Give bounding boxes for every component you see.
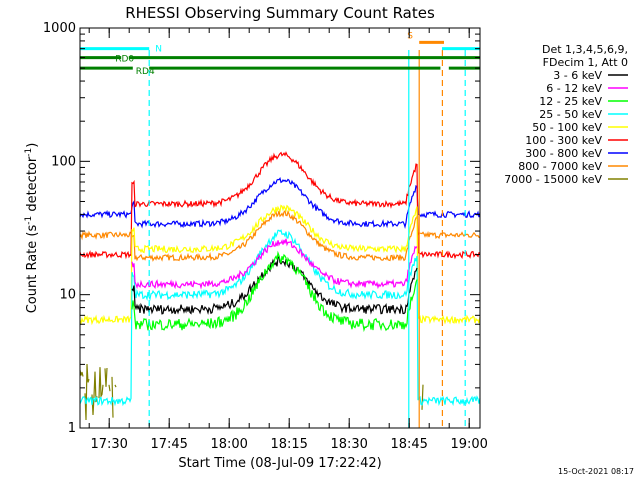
x-tick-label: 18:45	[390, 437, 427, 452]
flag-label-rd4: RD4	[136, 67, 155, 77]
x-tick-label: 17:30	[90, 437, 127, 452]
footer-timestamp: 15-Oct-2021 08:17	[558, 467, 634, 476]
legend-label-7: 800 - 7000 keV	[518, 160, 602, 173]
y-tick-label: 10	[59, 288, 76, 303]
legend-label-8: 7000 - 15000 keV	[504, 173, 602, 186]
y-tick-label: 1000	[43, 21, 76, 36]
series-line-2	[131, 250, 418, 333]
legend-header-line-1: Det 1,3,4,5,6,9,	[542, 43, 628, 56]
x-axis-label: Start Time (08-Jul-09 17:22:42)	[178, 456, 381, 471]
flag-label-rd0: RD0	[115, 55, 134, 65]
series-line-1	[131, 238, 418, 290]
legend-label-1: 6 - 12 keV	[546, 82, 602, 95]
y-tick-label: 100	[51, 154, 76, 169]
legend-label-4: 50 - 100 keV	[532, 121, 602, 134]
legend-label-2: 12 - 25 keV	[539, 95, 602, 108]
series-line-5	[79, 151, 481, 260]
y-axis-label: Count Rate (s-1 detector-1)	[24, 143, 40, 314]
flag-label-s: S	[407, 31, 413, 41]
series-line-7	[79, 209, 481, 262]
x-tick-label: 19:00	[450, 437, 487, 452]
x-tick-label: 18:00	[210, 437, 247, 452]
x-tick-label: 17:45	[150, 437, 187, 452]
flag-label-n: N	[155, 45, 162, 55]
series-line-0	[131, 255, 418, 316]
legend-label-6: 300 - 800 keV	[525, 147, 602, 160]
legend-label-0: 3 - 6 keV	[553, 69, 602, 82]
x-tick-label: 18:30	[330, 437, 367, 452]
series-line-6	[79, 177, 481, 230]
chart-title: RHESSI Observing Summary Count Rates	[125, 4, 435, 22]
series-line-4	[79, 204, 481, 326]
x-tick-label: 18:15	[270, 437, 307, 452]
series-line-3	[79, 229, 481, 407]
legend-header-line-2: FDecim 1, Att 0	[543, 56, 628, 69]
legend-label-3: 25 - 50 keV	[539, 108, 602, 121]
legend-label-5: 100 - 300 keV	[525, 134, 602, 147]
legend: Det 1,3,4,5,6,9, FDecim 1, Att 0 3 - 6 k…	[504, 43, 628, 186]
plot-frame	[79, 27, 481, 429]
y-tick-label: 1	[68, 421, 76, 436]
